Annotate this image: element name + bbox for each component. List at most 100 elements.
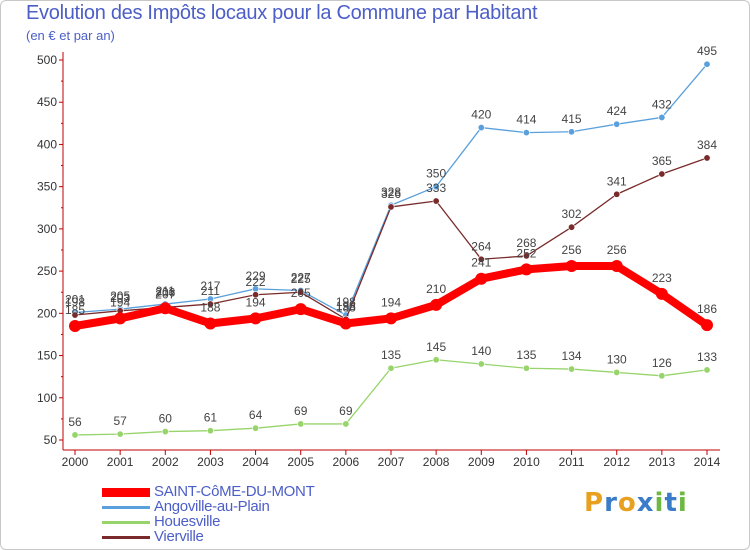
data-label-houesville: 60 bbox=[159, 412, 173, 426]
logo-letter: i bbox=[677, 488, 688, 518]
y-tick-label: 300 bbox=[37, 222, 57, 236]
data-point-saint-c-me-du-mont bbox=[520, 263, 533, 276]
data-label-saint-c-me-du-mont: 188 bbox=[200, 300, 220, 314]
data-label-houesville: 135 bbox=[381, 348, 401, 362]
data-label-vierville: 207 bbox=[155, 287, 175, 301]
logo-letter: o bbox=[617, 488, 637, 518]
data-label-saint-c-me-du-mont: 256 bbox=[607, 243, 627, 257]
data-point-houesville bbox=[613, 368, 621, 376]
data-point-vierville bbox=[432, 197, 440, 205]
data-label-angoville-au-plain: 229 bbox=[246, 269, 266, 283]
data-label-vierville: 203 bbox=[110, 291, 130, 305]
data-point-saint-c-me-du-mont bbox=[69, 320, 81, 332]
x-tick-label: 2003 bbox=[197, 455, 224, 469]
data-label-vierville: 302 bbox=[562, 207, 582, 221]
x-tick-label: 2012 bbox=[603, 455, 630, 469]
y-tick-label: 150 bbox=[37, 349, 57, 363]
data-label-houesville: 133 bbox=[697, 350, 717, 364]
data-point-saint-c-me-du-mont bbox=[249, 312, 262, 325]
data-label-saint-c-me-du-mont: 210 bbox=[426, 282, 446, 296]
x-tick-label: 2002 bbox=[152, 455, 179, 469]
data-label-angoville-au-plain: 328 bbox=[381, 185, 401, 199]
data-label-vierville: 264 bbox=[471, 239, 491, 253]
y-tick-label: 250 bbox=[37, 264, 57, 278]
x-tick-label: 2007 bbox=[378, 455, 405, 469]
data-point-houesville bbox=[522, 364, 530, 372]
logo-letter: r bbox=[604, 488, 618, 518]
data-point-vierville bbox=[568, 223, 576, 231]
x-tick-label: 2000 bbox=[62, 455, 89, 469]
data-label-angoville-au-plain: 350 bbox=[426, 167, 446, 181]
y-tick-label: 50 bbox=[44, 433, 58, 447]
chart-title: Evolution des Impôts locaux pour la Comm… bbox=[26, 2, 538, 24]
data-label-houesville: 61 bbox=[204, 411, 218, 425]
legend-swatch bbox=[102, 488, 150, 497]
data-label-saint-c-me-du-mont: 256 bbox=[562, 243, 582, 257]
legend-label: Angoville-au-Plain bbox=[154, 498, 270, 515]
data-label-saint-c-me-du-mont: 186 bbox=[697, 302, 717, 316]
data-label-saint-c-me-du-mont: 194 bbox=[246, 295, 266, 309]
data-point-houesville bbox=[703, 366, 711, 374]
legend-swatch bbox=[102, 536, 150, 539]
x-tick-label: 2009 bbox=[468, 455, 495, 469]
x-tick-label: 2005 bbox=[287, 455, 314, 469]
data-point-houesville bbox=[342, 420, 350, 428]
logo-letter: P bbox=[584, 488, 605, 518]
data-point-angoville-au-plain bbox=[613, 120, 621, 128]
data-point-houesville bbox=[658, 372, 666, 380]
logo-letter: t bbox=[664, 488, 678, 518]
data-point-saint-c-me-du-mont bbox=[339, 317, 352, 330]
data-point-vierville bbox=[71, 311, 79, 319]
data-label-saint-c-me-du-mont: 241 bbox=[471, 256, 491, 270]
data-point-vierville bbox=[252, 291, 260, 299]
data-point-saint-c-me-du-mont bbox=[385, 312, 397, 325]
data-label-angoville-au-plain: 432 bbox=[652, 97, 672, 111]
data-label-houesville: 130 bbox=[607, 352, 627, 366]
data-label-angoville-au-plain: 495 bbox=[697, 44, 717, 58]
data-label-vierville: 365 bbox=[652, 154, 672, 168]
data-label-saint-c-me-du-mont: 252 bbox=[516, 246, 536, 260]
chart-subtitle: (en € et par an) bbox=[26, 28, 115, 43]
data-label-vierville: 333 bbox=[426, 181, 446, 195]
data-point-angoville-au-plain bbox=[522, 129, 530, 137]
data-point-houesville bbox=[71, 431, 79, 439]
data-point-saint-c-me-du-mont bbox=[294, 303, 307, 316]
data-point-saint-c-me-du-mont bbox=[475, 272, 488, 285]
legend-swatch bbox=[102, 521, 150, 524]
legend-label: SAINT-CôME-DU-MONT bbox=[154, 483, 315, 500]
data-label-houesville: 135 bbox=[516, 348, 536, 362]
data-label-houesville: 134 bbox=[562, 349, 582, 363]
x-tick-label: 2010 bbox=[513, 455, 540, 469]
legend-label: Vierville bbox=[154, 528, 204, 545]
y-tick-label: 350 bbox=[37, 180, 57, 194]
data-point-angoville-au-plain bbox=[568, 128, 576, 136]
data-point-vierville bbox=[658, 170, 666, 178]
data-label-vierville: 222 bbox=[246, 275, 266, 289]
data-label-houesville: 57 bbox=[113, 414, 127, 428]
data-point-angoville-au-plain bbox=[432, 183, 440, 191]
x-tick-label: 2006 bbox=[333, 455, 360, 469]
data-point-saint-c-me-du-mont bbox=[701, 319, 713, 332]
data-label-saint-c-me-du-mont: 205 bbox=[291, 286, 311, 300]
data-point-angoville-au-plain bbox=[703, 60, 711, 68]
data-point-vierville bbox=[297, 288, 305, 296]
data-label-saint-c-me-du-mont: 185 bbox=[65, 303, 85, 317]
data-label-angoville-au-plain: 227 bbox=[291, 271, 311, 285]
x-tick-label: 2004 bbox=[242, 455, 269, 469]
data-label-vierville: 198 bbox=[65, 295, 85, 309]
y-tick-label: 100 bbox=[37, 391, 57, 405]
data-point-houesville bbox=[432, 356, 440, 364]
data-point-vierville bbox=[613, 190, 621, 198]
data-point-vierville bbox=[387, 203, 395, 211]
data-label-angoville-au-plain: 201 bbox=[65, 292, 85, 306]
logo-letter: x bbox=[636, 488, 655, 518]
data-point-saint-c-me-du-mont bbox=[114, 312, 127, 325]
data-label-saint-c-me-du-mont: 188 bbox=[336, 300, 356, 314]
data-label-houesville: 140 bbox=[471, 344, 491, 358]
data-point-saint-c-me-du-mont bbox=[565, 260, 578, 273]
data-point-houesville bbox=[252, 424, 260, 432]
data-point-houesville bbox=[568, 365, 576, 373]
data-label-saint-c-me-du-mont: 223 bbox=[652, 271, 672, 285]
data-label-houesville: 145 bbox=[426, 340, 446, 354]
data-label-vierville: 341 bbox=[607, 174, 627, 188]
